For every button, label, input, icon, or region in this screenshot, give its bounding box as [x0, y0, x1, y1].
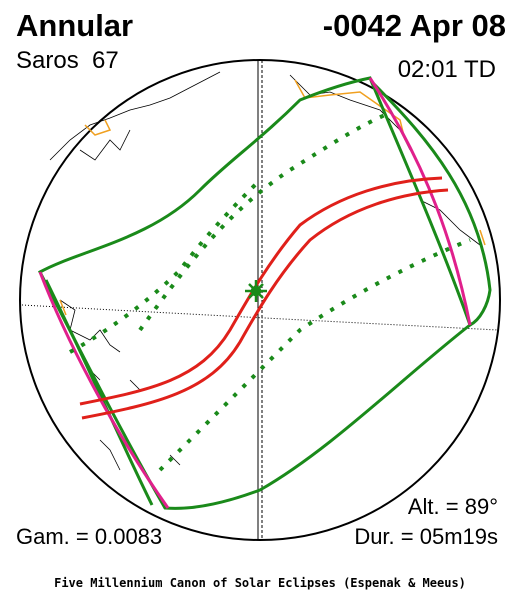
duration: Dur. = 05m19s	[354, 524, 498, 549]
saros: Saros 67	[16, 47, 119, 74]
globe	[19, 59, 501, 541]
borders	[59, 79, 486, 316]
penumbral-limits	[38, 76, 492, 510]
equator	[21, 304, 499, 331]
gamma: Gam. = 0.0083	[16, 524, 163, 549]
greatest-eclipse	[245, 280, 267, 302]
credit: Five Millennium Canon of Solar Eclipses …	[54, 576, 466, 590]
altitude: Alt. = 89°	[407, 494, 498, 519]
partial-contours	[69, 110, 471, 472]
eclipse-type: Annular	[16, 8, 134, 43]
time: 02:01 TD	[397, 56, 496, 83]
eclipse-limits	[38, 77, 472, 509]
eclipse-date: -0042 Apr 08	[322, 8, 506, 43]
annular-path	[79, 176, 449, 420]
